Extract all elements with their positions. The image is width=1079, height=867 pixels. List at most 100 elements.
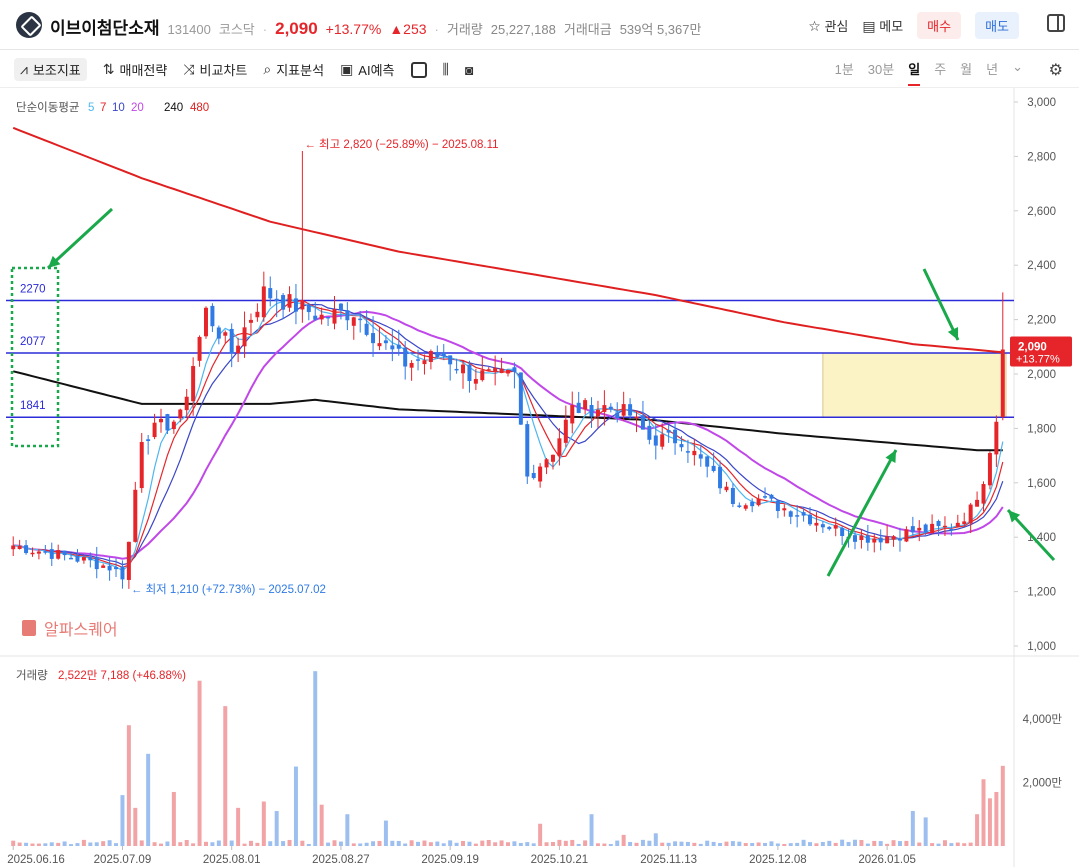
period-tab[interactable]: 1분: [834, 62, 854, 77]
volume-bar: [518, 842, 523, 846]
legend-period: 480: [190, 102, 209, 114]
candle-body: [313, 315, 318, 320]
volume-bar: [281, 841, 286, 846]
ai-button[interactable]: ▣ AI예측: [340, 60, 394, 79]
volume-bar: [377, 840, 382, 846]
buy-button[interactable]: 매수: [917, 12, 962, 39]
volume-bar: [666, 842, 671, 846]
candle-body: [743, 505, 748, 509]
volume-bar: [390, 840, 395, 846]
candle-body: [962, 521, 967, 525]
volume-bar: [955, 842, 960, 846]
candle-body: [872, 538, 877, 543]
compare-button[interactable]: ⤨ 비교차트: [183, 60, 247, 79]
green-arrow: [826, 449, 898, 577]
volume-bar: [94, 842, 99, 846]
period-tab[interactable]: 30분: [867, 62, 895, 77]
candle-body: [461, 364, 466, 374]
volume-bar: [409, 840, 414, 846]
sell-button[interactable]: 매도: [975, 12, 1019, 39]
candle-body: [506, 369, 510, 374]
strategy-label: 매매전략: [119, 63, 168, 78]
volume-bar: [692, 842, 697, 846]
candlestick-icon[interactable]: ⫼: [442, 61, 449, 77]
y-tick-label: 1,800: [1027, 423, 1056, 435]
y-tick-label: 1,400: [1027, 532, 1056, 544]
memo-button[interactable]: ▤ 메모: [862, 16, 903, 35]
candle-body: [178, 409, 183, 419]
candle-body: [923, 524, 928, 533]
volume-bar: [332, 840, 337, 846]
axes: 3,000 2,800 2,600 2,400 2,200 2,000 1,800 1,600…: [7, 97, 1062, 866]
volume-bar: [910, 811, 915, 846]
volume-bar: [30, 843, 35, 846]
price-chart[interactable]: 2270 2077 1841 3,000 2,800 2,600 2,400 2,200 2,…: [0, 88, 1079, 867]
candle-body: [660, 434, 665, 447]
candle-body: [679, 444, 684, 448]
candle-body: [319, 314, 324, 320]
side-panel-icon[interactable]: [1047, 14, 1065, 32]
gear-icon[interactable]: ⚙: [1048, 62, 1063, 79]
stock-name[interactable]: 이브이첨단소재: [50, 19, 160, 38]
candle-body: [236, 345, 241, 354]
highlight-box: [822, 352, 1007, 418]
period-tab[interactable]: 년: [986, 62, 999, 77]
volume-bar: [255, 842, 260, 846]
change-amount: ▲253: [389, 21, 427, 37]
candle-body: [833, 525, 838, 529]
period-tab[interactable]: 주: [934, 62, 947, 77]
candle-body: [673, 429, 678, 444]
candle-body: [576, 402, 581, 413]
volume-bar: [203, 841, 208, 846]
candle-body: [518, 372, 523, 425]
camera-icon[interactable]: ◙: [464, 61, 474, 78]
watch-button[interactable]: ☆ 관심: [808, 16, 848, 35]
y-tick-label: 2,000: [1027, 369, 1056, 381]
candle-body: [769, 494, 774, 499]
chevron-down-icon[interactable]: ⌄: [1012, 59, 1023, 74]
separator: ·: [262, 22, 268, 37]
volume-bar: [833, 842, 838, 846]
candle-body: [467, 364, 472, 382]
candle-body: [255, 311, 260, 318]
candle-body: [987, 453, 992, 486]
ma480-line: [12, 126, 1003, 354]
indicators-button[interactable]: ⩘ 보조지표: [14, 58, 87, 81]
candle-body: [897, 538, 902, 541]
candle-body: [30, 552, 35, 555]
candle-body: [647, 425, 652, 440]
volume-bar: [634, 842, 639, 846]
candle-body: [615, 412, 620, 419]
candle-body: [223, 332, 228, 336]
volume-bar: [814, 843, 819, 846]
candle-body: [975, 499, 980, 507]
period-tab[interactable]: 일: [908, 59, 921, 86]
volume-bar: [897, 841, 902, 846]
green-arrow: [46, 207, 114, 270]
candle-body: [525, 424, 530, 477]
candle-body: [602, 405, 607, 412]
volume-bar: [608, 844, 613, 846]
candle-body: [364, 323, 369, 335]
period-tab[interactable]: 월: [960, 62, 973, 77]
current-price: 2,090: [275, 19, 318, 38]
volume-bar: [480, 840, 485, 846]
drawing-square-icon[interactable]: [410, 61, 427, 78]
stock-summary: 이브이첨단소재 131400 코스닥 · 2,090 +13.77% ▲253 …: [50, 14, 701, 39]
volume-bar: [364, 842, 369, 846]
analysis-button[interactable]: ⌕ 지표분석: [263, 60, 324, 79]
candle-body: [159, 418, 163, 423]
volume-bar: [936, 843, 941, 846]
y-tick-label: 1,200: [1027, 587, 1056, 599]
candle-body: [261, 286, 266, 318]
volume-bar: [223, 706, 228, 846]
candle-body: [724, 486, 729, 491]
candle-body: [955, 522, 960, 527]
candle-body: [300, 300, 305, 310]
volume-bar: [602, 843, 607, 846]
strategy-button[interactable]: ⇅ 매매전략: [103, 60, 168, 79]
candle-body: [930, 523, 935, 533]
volume-bar: [69, 844, 74, 846]
candle-body: [550, 454, 555, 462]
volume-bar: [358, 843, 363, 846]
